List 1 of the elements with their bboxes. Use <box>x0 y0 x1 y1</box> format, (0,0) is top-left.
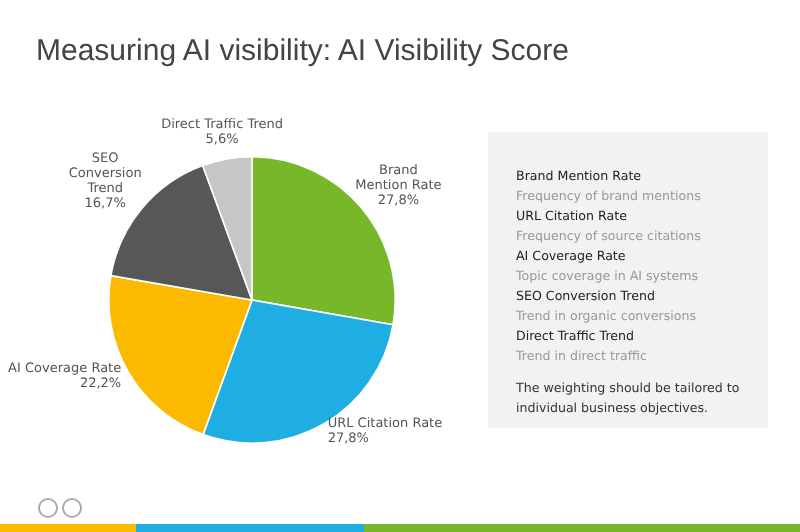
chart-title: Measuring AI visibility: AI Visibility Score <box>36 34 569 68</box>
